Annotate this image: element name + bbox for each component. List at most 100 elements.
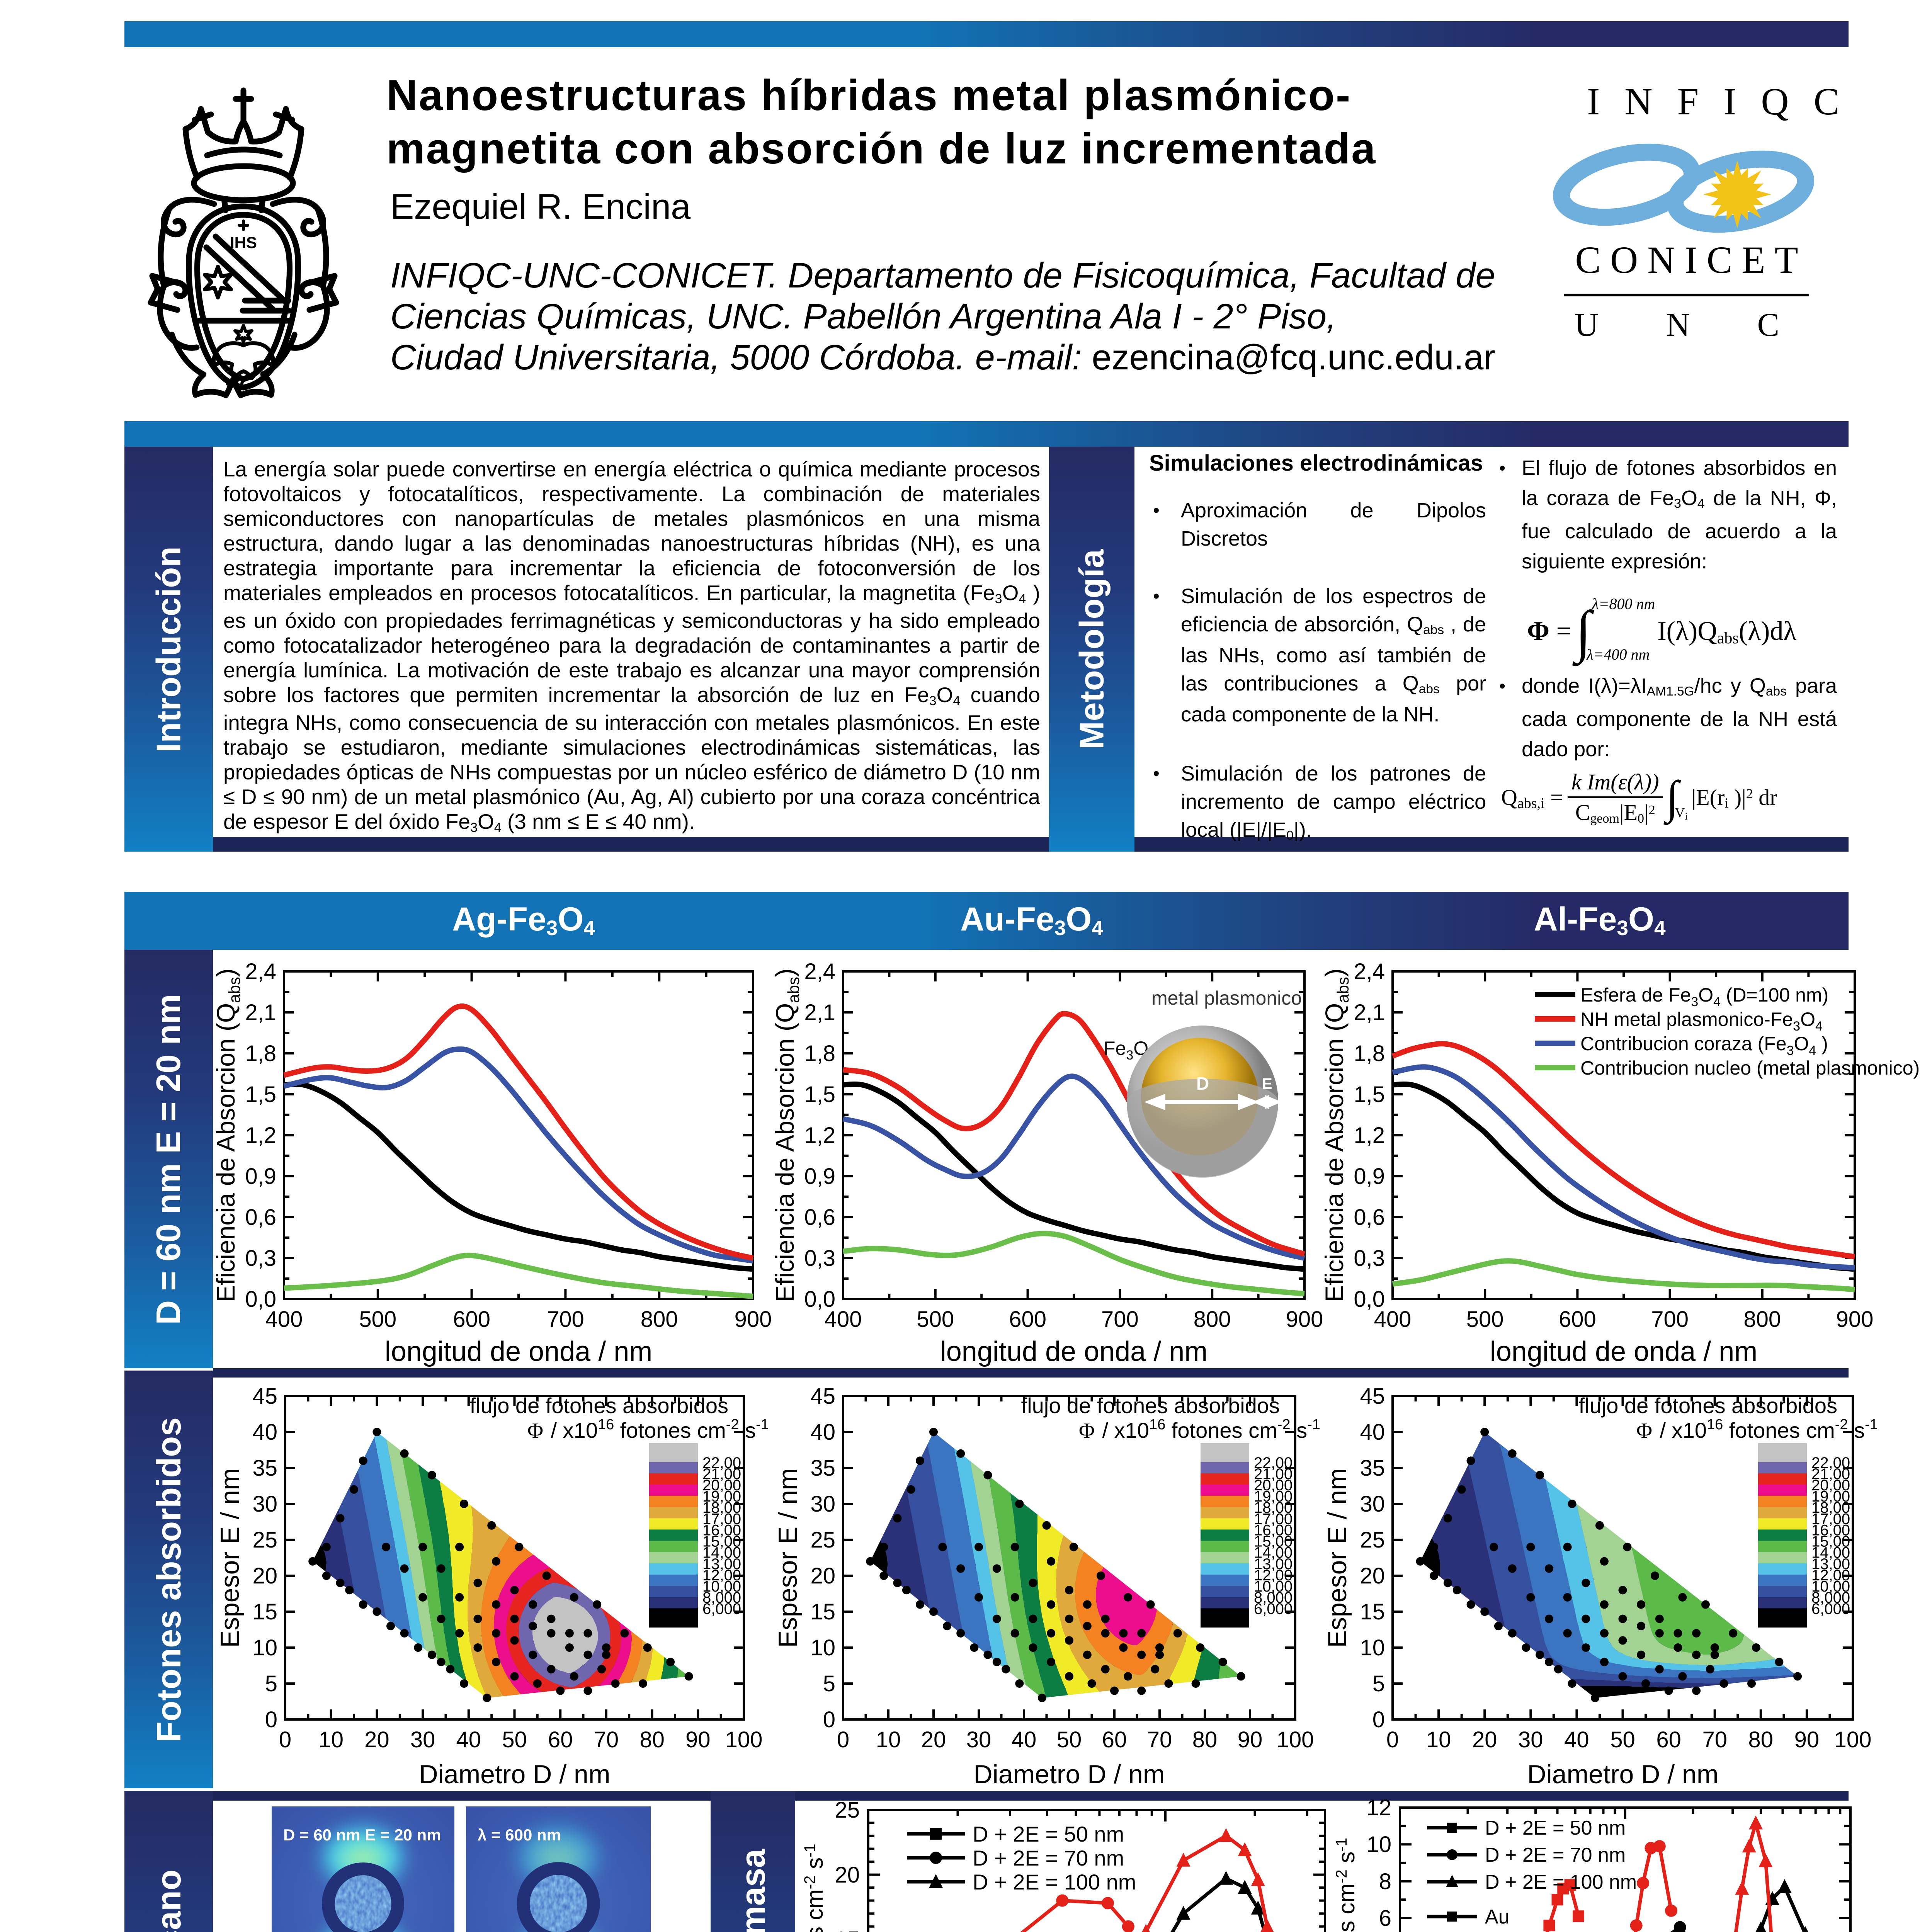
svg-text:30: 30 — [410, 1727, 435, 1752]
svg-text:0: 0 — [823, 1707, 835, 1732]
svg-text:700: 700 — [547, 1307, 584, 1332]
svg-text:2,1: 2,1 — [245, 1000, 276, 1025]
svg-text:400: 400 — [265, 1307, 303, 1332]
svg-text:21,00: 21,00 — [702, 1466, 741, 1483]
svg-text:45: 45 — [810, 1384, 835, 1409]
svg-text:10: 10 — [1426, 1727, 1451, 1752]
svg-text:800: 800 — [641, 1307, 678, 1332]
svg-text:70: 70 — [594, 1727, 619, 1752]
svg-text:700: 700 — [1101, 1307, 1139, 1332]
svg-text:6,000: 6,000 — [702, 1600, 741, 1617]
svg-text:19,00: 19,00 — [1811, 1488, 1850, 1505]
svg-text:20: 20 — [921, 1727, 946, 1752]
svg-text:20: 20 — [364, 1727, 389, 1752]
svg-text:19,00: 19,00 — [702, 1488, 741, 1505]
svg-text:0,6: 0,6 — [804, 1205, 835, 1230]
svg-text:Eficiencia de Absorcion (Qabs): Eficiencia de Absorcion (Qabs) — [211, 968, 243, 1302]
svg-text:10,00: 10,00 — [702, 1578, 741, 1595]
svg-text:70: 70 — [1702, 1727, 1727, 1752]
svg-text:15,00: 15,00 — [1811, 1533, 1850, 1550]
svg-text:Φ: Φ — [1636, 1419, 1652, 1443]
svg-text:60: 60 — [548, 1727, 573, 1752]
svg-text:500: 500 — [359, 1307, 396, 1332]
svg-text:2,4: 2,4 — [245, 959, 276, 984]
svg-text:80: 80 — [639, 1727, 665, 1752]
svg-text:18,00: 18,00 — [1254, 1499, 1293, 1516]
svg-text:flujo de fotones absorbidos: flujo de fotones absorbidos — [470, 1393, 728, 1418]
svg-text:0,6: 0,6 — [245, 1205, 276, 1230]
svg-text:D: D — [1196, 1073, 1209, 1094]
svg-text:90: 90 — [1794, 1727, 1820, 1752]
svg-text:80: 80 — [1192, 1727, 1218, 1752]
svg-text:longitud de onda / nm: longitud de onda / nm — [940, 1336, 1208, 1367]
svg-text:13,00: 13,00 — [1811, 1556, 1850, 1573]
svg-text:80: 80 — [1748, 1727, 1774, 1752]
svg-text:5: 5 — [823, 1671, 835, 1696]
svg-text:500: 500 — [917, 1307, 954, 1332]
svg-text:Espesor E / nm: Espesor E / nm — [1323, 1468, 1352, 1648]
svg-text:0,3: 0,3 — [1354, 1246, 1385, 1271]
svg-text:longitud de onda / nm: longitud de onda / nm — [1490, 1336, 1758, 1367]
svg-text:0,9: 0,9 — [1354, 1164, 1385, 1189]
svg-text:0: 0 — [279, 1727, 291, 1752]
svg-text:500: 500 — [1466, 1307, 1504, 1332]
svg-text:21,00: 21,00 — [1811, 1466, 1850, 1483]
svg-text:400: 400 — [1374, 1307, 1412, 1332]
svg-text:16,00: 16,00 — [1254, 1522, 1293, 1539]
svg-text:600: 600 — [1009, 1307, 1046, 1332]
svg-text:70: 70 — [1147, 1727, 1172, 1752]
svg-text:1,5: 1,5 — [804, 1082, 835, 1107]
svg-text:6: 6 — [1379, 1906, 1391, 1931]
svg-text:0,9: 0,9 — [245, 1164, 276, 1189]
svg-text:0: 0 — [265, 1707, 277, 1732]
svg-text:D + 2E = 50 nm: D + 2E = 50 nm — [973, 1822, 1124, 1846]
svg-text:20: 20 — [1360, 1563, 1385, 1588]
svg-text:40: 40 — [1564, 1727, 1589, 1752]
svg-text:6,000: 6,000 — [1811, 1600, 1850, 1617]
svg-text:100: 100 — [1834, 1727, 1872, 1752]
svg-text:D + 2E = 100 nm: D + 2E = 100 nm — [973, 1870, 1136, 1894]
svg-text:19,00: 19,00 — [1254, 1488, 1293, 1505]
svg-text:0,3: 0,3 — [245, 1246, 276, 1271]
svg-text:2,4: 2,4 — [1354, 959, 1385, 984]
svg-text:40: 40 — [810, 1420, 835, 1445]
svg-text:metal plasmonico: metal plasmonico — [1151, 987, 1302, 1009]
svg-text:6,000: 6,000 — [1254, 1600, 1293, 1617]
svg-text:1,8: 1,8 — [245, 1041, 276, 1066]
svg-text:Diametro D / nm: Diametro D / nm — [974, 1760, 1165, 1789]
svg-text:Diametro D / nm: Diametro D / nm — [1527, 1760, 1719, 1789]
svg-text:60: 60 — [1102, 1727, 1127, 1752]
svg-text:30: 30 — [1518, 1727, 1543, 1752]
svg-text:14,00: 14,00 — [702, 1544, 741, 1561]
svg-text:50: 50 — [1610, 1727, 1635, 1752]
svg-text:22,00: 22,00 — [1254, 1454, 1293, 1471]
svg-text:21,00: 21,00 — [1254, 1466, 1293, 1483]
svg-text:40: 40 — [252, 1420, 277, 1445]
svg-text:20: 20 — [835, 1862, 860, 1888]
svg-text:15: 15 — [810, 1599, 835, 1624]
svg-text:1,2: 1,2 — [1354, 1123, 1385, 1148]
svg-text:16,00: 16,00 — [1811, 1522, 1850, 1539]
svg-text:D + 2E = 50 nm: D + 2E = 50 nm — [1485, 1817, 1626, 1839]
svg-text:14,00: 14,00 — [1254, 1544, 1293, 1561]
svg-text:10: 10 — [252, 1635, 277, 1660]
svg-text:800: 800 — [1743, 1307, 1781, 1332]
svg-text:30: 30 — [810, 1492, 835, 1517]
svg-text:900: 900 — [1286, 1307, 1323, 1332]
svg-text:15: 15 — [1360, 1599, 1385, 1624]
svg-text:600: 600 — [1559, 1307, 1596, 1332]
svg-text:D + 2E = 70 nm: D + 2E = 70 nm — [1485, 1844, 1626, 1866]
svg-text:10: 10 — [810, 1635, 835, 1660]
svg-text:Espesor E / nm: Espesor E / nm — [215, 1468, 245, 1648]
svg-text:5: 5 — [265, 1671, 277, 1696]
svg-text:22,00: 22,00 — [702, 1454, 741, 1471]
svg-text:10: 10 — [1360, 1635, 1385, 1660]
svg-text:25: 25 — [1360, 1527, 1385, 1553]
svg-text:1,2: 1,2 — [245, 1123, 276, 1148]
svg-text:20,00: 20,00 — [1811, 1477, 1850, 1494]
svg-text:25: 25 — [810, 1527, 835, 1553]
svg-text:10,00: 10,00 — [1254, 1578, 1293, 1595]
svg-text:longitud de onda / nm: longitud de onda / nm — [385, 1336, 653, 1367]
svg-text:12,00: 12,00 — [1811, 1567, 1850, 1584]
svg-text:1,2: 1,2 — [804, 1123, 835, 1148]
